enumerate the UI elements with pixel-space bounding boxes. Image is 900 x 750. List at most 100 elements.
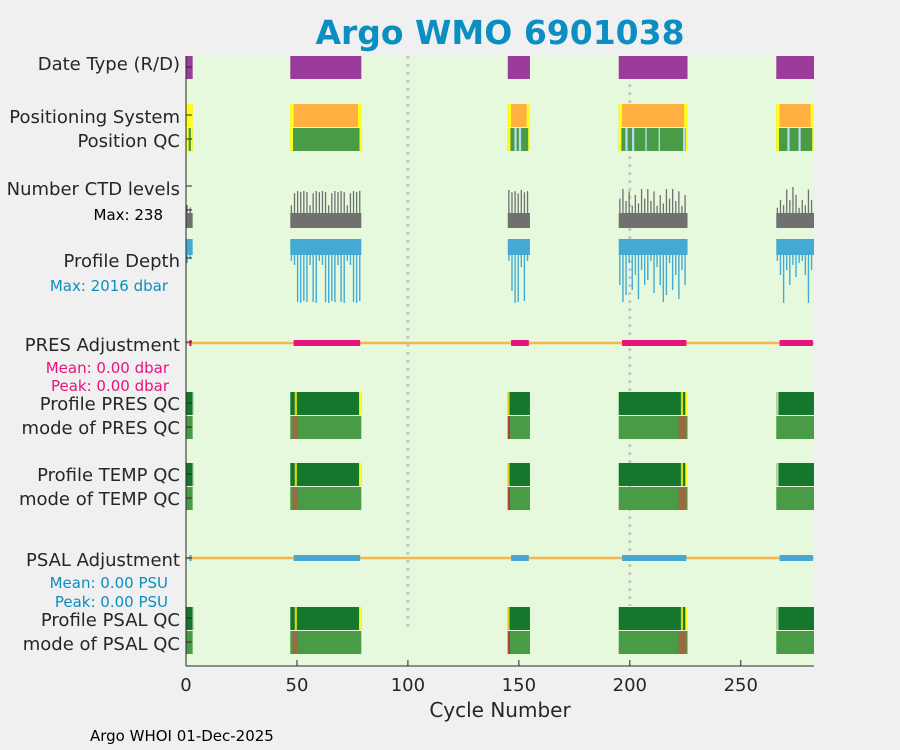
label-psal-peak: Peak: 0.00 PSU xyxy=(55,593,168,611)
temp-edge xyxy=(680,463,684,486)
position-qc-edge-end-4 xyxy=(812,128,814,151)
label-ctd-levels: Number CTD levels xyxy=(7,179,180,200)
label-profile-psal-qc: Profile PSAL QC xyxy=(41,610,180,631)
pres-edge xyxy=(359,392,362,415)
pres-mode-qc-bar-3 xyxy=(618,416,688,439)
temp-mode-qc-bar-4 xyxy=(776,487,814,510)
psal-mode-qc-bar-2 xyxy=(507,631,530,654)
label-date-type: Date Type (R/D) xyxy=(38,54,180,75)
position-qc-gap-1 xyxy=(518,128,522,151)
temp-mode-qc-bar-3 xyxy=(618,487,688,510)
pres-edge xyxy=(685,392,688,415)
x-axis: 0 50 100 150 200 250 xyxy=(180,56,814,696)
psal-edge xyxy=(359,607,362,630)
label-ctd-max: Max: 238 xyxy=(94,206,163,224)
positioning-edge-end-4 xyxy=(810,104,814,127)
label-profile-depth: Profile Depth xyxy=(63,251,180,272)
date-type-bar-2 xyxy=(507,56,530,79)
positioning-edge-start-3 xyxy=(618,104,623,127)
psal-mode-qc-bar-3 xyxy=(618,631,688,654)
profile-depth-band-0 xyxy=(186,239,193,255)
position-qc-gap-4 xyxy=(645,128,647,151)
footer-credit: Argo WHOI 01-Dec-2025 xyxy=(90,727,274,745)
temp-edge xyxy=(192,463,194,486)
position-qc-bar-4 xyxy=(776,128,814,151)
positioning-edge-end-1 xyxy=(357,104,362,127)
plot-area xyxy=(186,56,814,666)
date-type-bar-1 xyxy=(290,56,362,79)
psal-mode-edge xyxy=(678,631,687,654)
temp-mode-edge xyxy=(678,487,687,510)
position-qc-edge-4 xyxy=(776,128,779,151)
positioning-edge-start-2 xyxy=(507,104,512,127)
temp-mode-edge xyxy=(507,487,510,510)
psal-adjustment-bar-4 xyxy=(779,555,813,561)
label-pres-peak: Peak: 0.00 dbar xyxy=(51,377,170,395)
temp-edge xyxy=(776,463,779,486)
position-qc-gap-3 xyxy=(632,128,635,151)
date-type-bar-4 xyxy=(776,56,814,79)
positioning-bar-4 xyxy=(776,104,814,127)
psal-edge xyxy=(776,607,779,630)
pres-mode-qc-bar-1 xyxy=(290,416,362,439)
psal-profile-qc-bar-4 xyxy=(776,607,814,630)
position-qc-bar-1 xyxy=(290,128,362,151)
position-qc-edge-end-1 xyxy=(359,128,362,151)
x-tick-label-200: 200 xyxy=(613,675,647,696)
pres-adjustment-bar-1 xyxy=(293,340,361,346)
temp-mode-qc-bar-2 xyxy=(507,487,530,510)
label-position-qc: Position QC xyxy=(77,131,180,152)
dotted-cycle-markers xyxy=(406,56,632,628)
x-axis-label: Cycle Number xyxy=(429,698,571,722)
psal-edge xyxy=(680,607,684,630)
psal-adjustment-bar-1 xyxy=(293,555,361,561)
label-psal-adjustment: PSAL Adjustment xyxy=(26,550,180,571)
label-mode-psal-qc: mode of PSAL QC xyxy=(23,634,180,655)
label-psal-mean: Mean: 0.00 PSU xyxy=(50,574,168,592)
pres-adjustment-bar-3 xyxy=(622,340,687,346)
temp-mode-qc-bar-1 xyxy=(290,487,362,510)
psal-edge xyxy=(192,607,194,630)
psal-mode-edge xyxy=(507,631,510,654)
pres-profile-qc-bar-3 xyxy=(618,392,688,415)
date-type-bar-3 xyxy=(618,56,688,79)
psal-profile-qc-bar-2 xyxy=(507,607,530,630)
psal-mode-qc-bar-1 xyxy=(290,631,362,654)
row-labels: Date Type (R/D) Positioning System Posit… xyxy=(7,54,180,655)
pres-adjustment-bar-4 xyxy=(779,340,813,346)
pres-mode-qc-bar-2 xyxy=(507,416,530,439)
profile-depth-band-3 xyxy=(618,239,688,255)
profile-depth-band-4 xyxy=(776,239,814,255)
x-tick-label-50: 50 xyxy=(286,675,309,696)
profile-depth-band-1 xyxy=(290,239,362,255)
positioning-edge-end-2 xyxy=(526,104,530,127)
positioning-bar-3 xyxy=(618,104,688,127)
pres-mode-edge xyxy=(678,416,687,439)
positioning-bar-2 xyxy=(507,104,530,127)
pres-edge xyxy=(294,392,297,415)
temp-profile-qc-bar-3 xyxy=(618,463,688,486)
positioning-edge-start-1 xyxy=(290,104,294,127)
position-qc-edge-1 xyxy=(290,128,293,151)
pres-edge xyxy=(507,392,510,415)
position-qc-gap-2 xyxy=(625,128,628,151)
temp-profile-qc-bar-1 xyxy=(290,463,362,486)
pres-adjustment-bar-0 xyxy=(189,340,192,346)
pres-edge xyxy=(776,392,779,415)
pres-mode-edge xyxy=(507,416,510,439)
temp-mode-edge xyxy=(292,487,297,510)
pres-edge xyxy=(680,392,684,415)
psal-edge xyxy=(507,607,510,630)
temp-profile-qc-bar-4 xyxy=(776,463,814,486)
temp-edge xyxy=(294,463,297,486)
label-positioning-system: Positioning System xyxy=(9,107,180,128)
temp-profile-qc-bar-2 xyxy=(507,463,530,486)
label-pres-mean: Mean: 0.00 dbar xyxy=(46,359,170,377)
positioning-edge-end-3 xyxy=(684,104,688,127)
positioning-edge-start-4 xyxy=(776,104,780,127)
psal-adjustment-bar-2 xyxy=(511,555,529,561)
x-tick-label-150: 150 xyxy=(502,675,536,696)
positioning-bar-1 xyxy=(290,104,362,127)
ctd-levels-base-2 xyxy=(507,213,530,228)
position-qc-gap-5 xyxy=(658,128,660,151)
